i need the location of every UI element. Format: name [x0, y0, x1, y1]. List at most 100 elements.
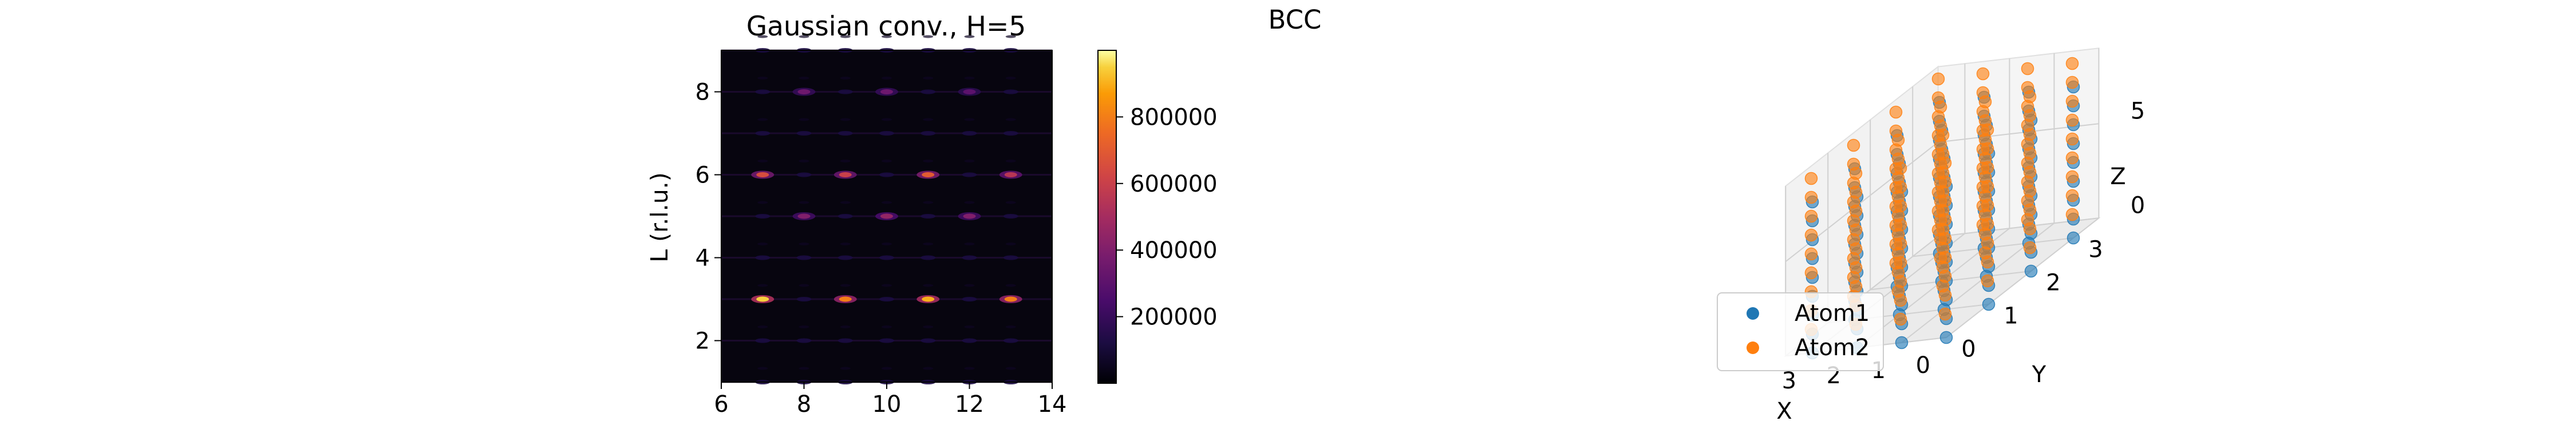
point-atom2: [2021, 213, 2034, 227]
heatmap-peak: [879, 172, 894, 177]
heatmap-sub-peak: [964, 325, 975, 328]
heatmap-sub-peak: [923, 77, 934, 80]
point-atom2: [1804, 190, 1818, 204]
heatmap-sub-peak: [1005, 35, 1016, 38]
heatmap-sub-peak: [799, 367, 809, 370]
heatmap-peak: [1003, 214, 1018, 219]
point-atom2: [1976, 218, 1990, 232]
scatter3d-ytick-label: 2: [2046, 270, 2060, 296]
point-atom2: [2065, 170, 2079, 184]
point-atom2: [1976, 124, 1990, 137]
heatmap-sub-peak: [1005, 160, 1016, 162]
heatmap-peak: [837, 255, 853, 260]
heatmap-spot: [963, 213, 976, 219]
heatmap-sub-peak: [923, 367, 934, 370]
heatmap-sub-peak: [840, 77, 851, 80]
point-atom2: [1889, 237, 1903, 251]
point-atom2: [1891, 284, 1905, 298]
scatter3d-ytick-label: 1: [2004, 303, 2018, 329]
heatmap-peak: [1003, 255, 1018, 260]
point-atom2: [1889, 143, 1903, 157]
point-atom2: [1976, 67, 1990, 81]
heatmap-sub-peak: [840, 367, 851, 370]
heatmap-spot: [797, 213, 811, 219]
point-atom2: [1847, 157, 1860, 171]
point-atom2: [2023, 241, 2037, 255]
point-atom2: [1889, 105, 1903, 119]
heatmap-sub-peak: [964, 243, 975, 245]
point-atom1: [1982, 297, 1996, 311]
heatmap-sub-peak: [799, 325, 809, 328]
heatmap-peak: [962, 297, 977, 301]
point-atom2: [1889, 200, 1903, 213]
heatmap-sub-peak: [1005, 243, 1016, 245]
heatmap-xtick-label: 14: [1038, 391, 1067, 418]
heatmap-peak: [920, 255, 936, 260]
heatmap-sub-peak: [964, 118, 975, 121]
point-atom2: [2021, 137, 2034, 151]
scatter3d-xtick-label: 0: [1916, 352, 1930, 379]
point-atom2: [1981, 274, 1994, 288]
scatter3d-zlabel: Z: [2110, 164, 2125, 190]
heatmap-sub-peak: [923, 160, 934, 162]
point-atom2: [2021, 81, 2034, 94]
heatmap-sub-peak: [964, 35, 975, 38]
heatmap-sub-peak: [840, 35, 851, 38]
heatmap-sub-peak: [923, 35, 934, 38]
heatmap-sub-peak: [799, 201, 809, 204]
heatmap-ylabel: L (r.l.u.): [646, 172, 673, 262]
heatmap-sub-peak: [882, 325, 892, 328]
heatmap-sub-peak: [757, 77, 768, 80]
heatmap-spots: [751, 88, 1022, 303]
heatmap-peak: [755, 338, 771, 343]
colorbar-tick-label: 800000: [1130, 104, 1218, 130]
heatmap-spot: [1004, 296, 1017, 302]
point-atom2: [1804, 209, 1818, 223]
heatmap-peak: [962, 255, 977, 260]
heatmap-peak: [962, 172, 977, 177]
point-atom2: [1976, 161, 1990, 175]
heatmap-sub-peak: [1005, 284, 1016, 287]
point-atom2: [2065, 57, 2079, 70]
heatmap-sub-peak: [840, 243, 851, 245]
scatter3d-panel: 0123012305 X Y Z Atom1 Atom2: [1717, 47, 2145, 424]
heatmap-peak: [879, 255, 894, 260]
heatmap-xtick-label: 8: [797, 391, 811, 418]
heatmap-peak: [796, 131, 812, 136]
heatmap-peak: [837, 89, 853, 94]
heatmap-sub-peak: [923, 243, 934, 245]
heatmap-sub-peak: [799, 160, 809, 162]
heatmap-spot: [922, 172, 935, 177]
heatmap-sub-peak: [757, 243, 768, 245]
heatmap-spot: [756, 172, 769, 177]
point-atom2: [1976, 105, 1990, 118]
point-atom2: [2021, 62, 2034, 76]
heatmap-peak: [796, 297, 812, 301]
heatmap-sub-peak: [882, 77, 892, 80]
heatmap-peak: [920, 214, 936, 219]
heatmap-spot: [797, 89, 811, 94]
point-atom2: [2021, 100, 2034, 113]
scatter3d-ytick-label: 0: [1961, 336, 1976, 363]
heatmap-sub-peak: [964, 77, 975, 80]
heatmap-peak: [796, 255, 812, 260]
point-atom2: [1978, 246, 1992, 260]
point-atom2: [1976, 199, 1990, 213]
legend-label-atom2: Atom2: [1795, 335, 1870, 361]
heatmap-peak: [879, 131, 894, 136]
point-atom2: [1847, 176, 1860, 190]
heatmap-spot: [880, 89, 893, 94]
heatmap-sub-peak: [882, 201, 892, 204]
heatmap-ytick-label: 4: [696, 245, 710, 272]
heatmap-peak: [920, 338, 936, 343]
heatmap-sub-peak: [882, 35, 892, 38]
point-atom2: [1847, 138, 1860, 152]
heatmap-spot: [756, 296, 769, 302]
heatmap-xtick-label: 10: [872, 391, 902, 418]
heatmap-peak: [920, 131, 936, 136]
heatmap-sub-peak: [799, 35, 809, 38]
heatmap-peak: [755, 255, 771, 260]
heatmap-xtick-label: 12: [955, 391, 984, 418]
point-atom1: [2024, 264, 2038, 278]
